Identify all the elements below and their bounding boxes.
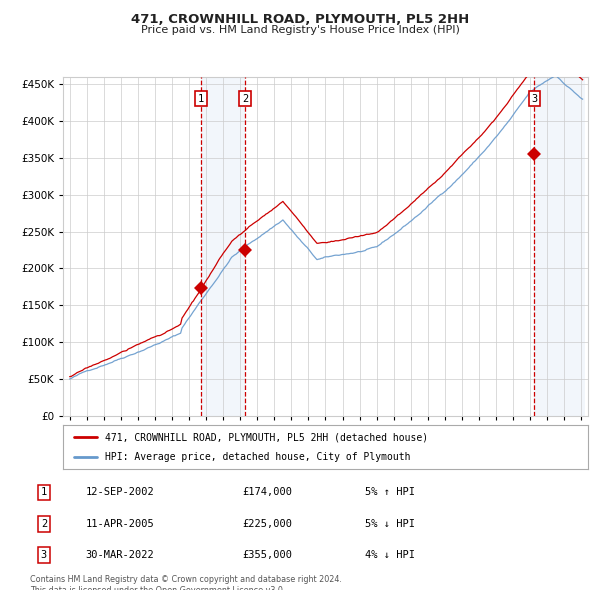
Text: 11-APR-2005: 11-APR-2005 <box>86 519 155 529</box>
Text: 471, CROWNHILL ROAD, PLYMOUTH, PL5 2HH: 471, CROWNHILL ROAD, PLYMOUTH, PL5 2HH <box>131 13 469 26</box>
Text: 4% ↓ HPI: 4% ↓ HPI <box>365 550 415 560</box>
Text: 2: 2 <box>242 94 248 104</box>
Text: £225,000: £225,000 <box>242 519 292 529</box>
Text: 5% ↑ HPI: 5% ↑ HPI <box>365 487 415 497</box>
Text: 2: 2 <box>41 519 47 529</box>
Text: 471, CROWNHILL ROAD, PLYMOUTH, PL5 2HH (detached house): 471, CROWNHILL ROAD, PLYMOUTH, PL5 2HH (… <box>105 432 428 442</box>
Text: 1: 1 <box>41 487 47 497</box>
Text: 1: 1 <box>198 94 204 104</box>
Text: 12-SEP-2002: 12-SEP-2002 <box>86 487 155 497</box>
Text: HPI: Average price, detached house, City of Plymouth: HPI: Average price, detached house, City… <box>105 452 410 461</box>
Text: £355,000: £355,000 <box>242 550 292 560</box>
Text: 3: 3 <box>531 94 538 104</box>
Text: £174,000: £174,000 <box>242 487 292 497</box>
Text: 3: 3 <box>41 550 47 560</box>
Bar <box>535 77 584 416</box>
Bar <box>201 77 245 416</box>
Text: Contains HM Land Registry data © Crown copyright and database right 2024.
This d: Contains HM Land Registry data © Crown c… <box>30 575 342 590</box>
Text: Price paid vs. HM Land Registry's House Price Index (HPI): Price paid vs. HM Land Registry's House … <box>140 25 460 35</box>
Text: 30-MAR-2022: 30-MAR-2022 <box>86 550 155 560</box>
Text: 5% ↓ HPI: 5% ↓ HPI <box>365 519 415 529</box>
